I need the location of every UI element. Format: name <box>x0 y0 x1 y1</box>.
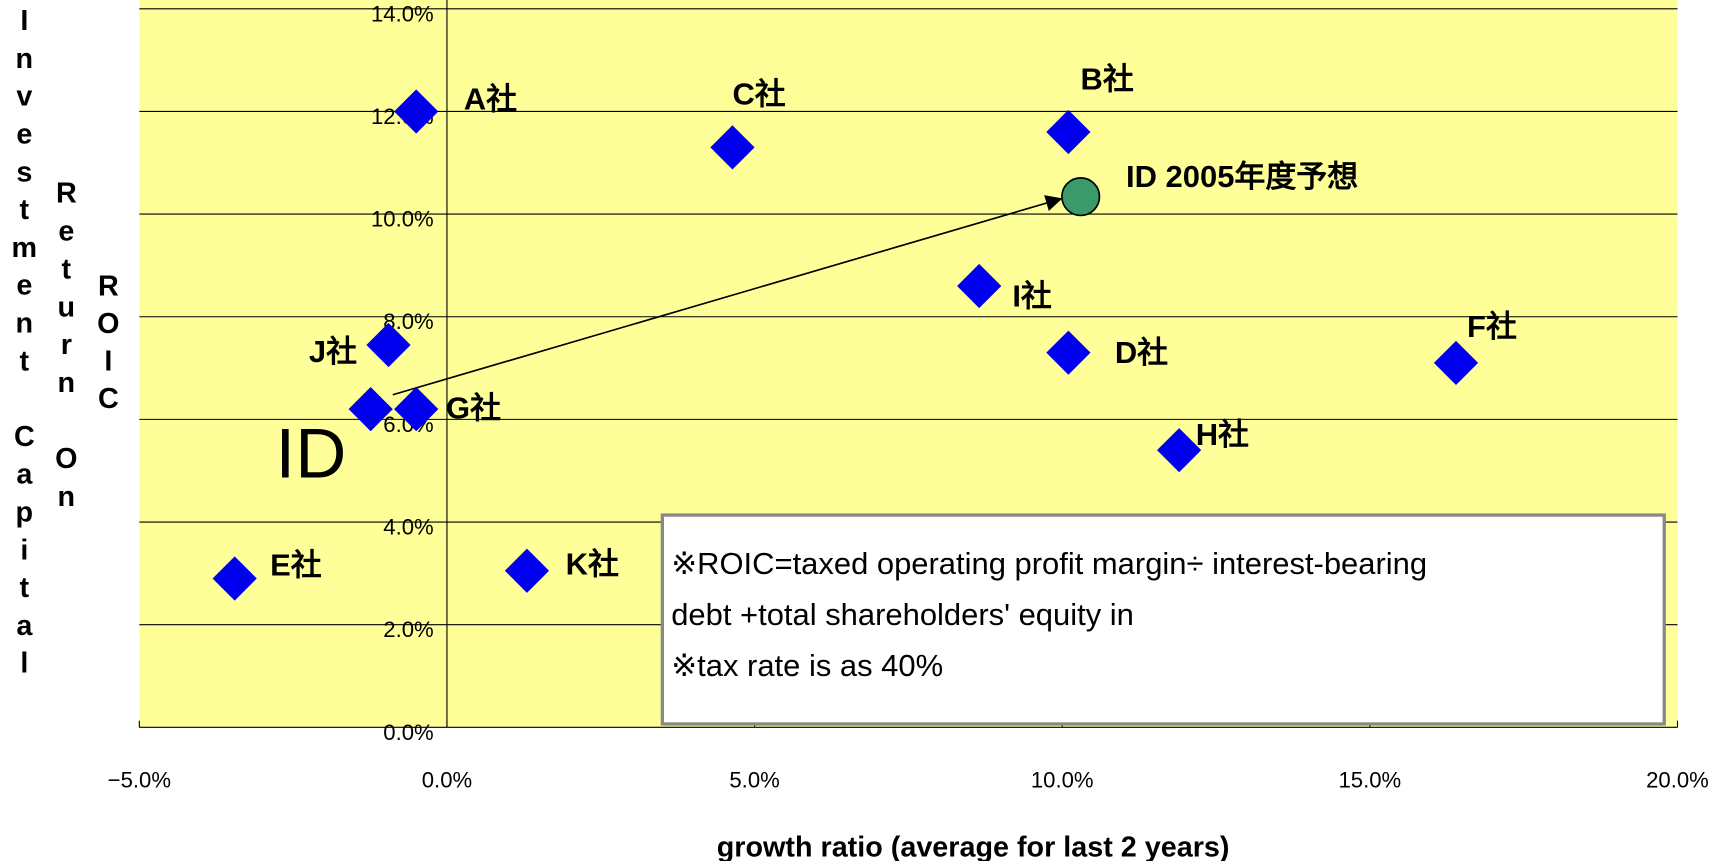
point-label: C社 <box>732 77 785 112</box>
point-label: E社 <box>270 548 322 583</box>
y-tick-label: 0.0% <box>383 720 433 745</box>
annotation-box <box>660 513 1666 726</box>
point <box>394 387 439 432</box>
y-tick-label: 10.0% <box>371 207 434 232</box>
x-tick-label: 20.0% <box>1646 767 1709 792</box>
y-tick-label: 14.0% <box>371 1 434 26</box>
point <box>1046 109 1091 155</box>
point-label: B社 <box>1081 61 1134 96</box>
x-tick-label: −5.0% <box>108 767 171 792</box>
annotation-text: ※ROIC=taxed operating profit margin÷ int… <box>671 546 1427 581</box>
point-label: ID 2005年度予想 <box>1126 159 1358 194</box>
plot-root: growth ratio (average for last 2 years) … <box>12 0 1709 861</box>
point-label: I社 <box>1012 278 1052 313</box>
point-label: G社 <box>446 390 501 425</box>
point-label: D社 <box>1115 335 1168 370</box>
point <box>1061 177 1101 217</box>
point <box>394 89 439 134</box>
y-tick-label: 2.0% <box>383 617 433 642</box>
y-tick-label: 4.0% <box>383 514 433 539</box>
x-tick-label: 10.0% <box>1031 767 1094 792</box>
point <box>1046 330 1091 375</box>
point-label: ID <box>276 414 347 493</box>
point-label: J社 <box>309 334 357 369</box>
point <box>366 322 411 368</box>
x-tick-label: 5.0% <box>729 767 779 792</box>
arrow <box>392 195 1063 396</box>
x-tick-label: 15.0% <box>1339 767 1402 792</box>
point-label: F社 <box>1467 309 1517 344</box>
point-label: H社 <box>1196 417 1249 452</box>
point <box>212 556 257 601</box>
point-label: A社 <box>464 82 517 117</box>
annotation-text: debt +total shareholders' equity in <box>671 597 1134 632</box>
annotation-text: ※tax rate is as 40% <box>671 648 943 683</box>
point-label: K社 <box>566 547 619 582</box>
x-axis-label: growth ratio (average for last 2 years) <box>717 831 1230 861</box>
x-tick-label: 0.0% <box>422 767 472 792</box>
point <box>1157 428 1202 473</box>
